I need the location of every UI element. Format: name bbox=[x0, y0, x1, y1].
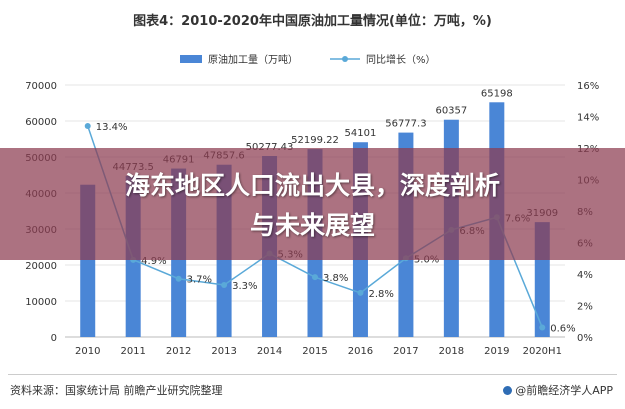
legend-line-marker bbox=[342, 56, 348, 62]
bar-value-label: 52199.22 bbox=[291, 135, 339, 146]
x-tick-label: 2020H1 bbox=[523, 346, 562, 357]
line-point bbox=[84, 122, 91, 129]
line-value-label: 0.6% bbox=[550, 324, 575, 335]
line-point bbox=[357, 289, 364, 296]
x-tick-label: 2019 bbox=[484, 346, 509, 357]
y-right-tick-label: 0% bbox=[577, 333, 593, 344]
line-point bbox=[221, 282, 228, 289]
x-tick-label: 2015 bbox=[302, 346, 327, 357]
x-tick-label: 2017 bbox=[393, 346, 418, 357]
y-right-tick-label: 14% bbox=[577, 113, 599, 124]
y-left-tick-label: 0 bbox=[51, 333, 57, 344]
x-tick-label: 2018 bbox=[439, 346, 464, 357]
line-value-label: 2.8% bbox=[368, 289, 393, 300]
x-tick-label: 2011 bbox=[120, 346, 145, 357]
line-point bbox=[312, 274, 318, 281]
bar-value-label: 50277.43 bbox=[246, 142, 294, 153]
y-left-tick-label: 20000 bbox=[25, 261, 57, 272]
line-value-label: 13.4% bbox=[96, 122, 128, 133]
y-right-tick-label: 16% bbox=[577, 81, 599, 92]
source-note: 资料来源：国家统计局 前瞻产业研究院整理 bbox=[10, 384, 223, 397]
banner-line-1: 海东地区人口流出大县，深度剖析 bbox=[124, 171, 500, 200]
brand-credit: @前瞻经济学人APP bbox=[503, 382, 613, 398]
banner-line-2: 与未来展望 bbox=[249, 211, 375, 240]
y-left-tick-label: 60000 bbox=[25, 117, 57, 128]
chart-title: 图表4：2010-2020年中国原油加工量情况(单位：万吨，%) bbox=[133, 14, 492, 29]
x-tick-label: 2013 bbox=[211, 346, 236, 357]
line-value-label: 3.3% bbox=[232, 281, 257, 292]
x-tick-label: 2012 bbox=[166, 346, 191, 357]
bar-value-label: 56777.3 bbox=[385, 119, 426, 130]
brand-text: @前瞻经济学人APP bbox=[515, 384, 613, 397]
line-value-label: 4.9% bbox=[141, 256, 166, 267]
y-right-tick-label: 4% bbox=[577, 270, 593, 281]
line-point bbox=[539, 324, 546, 331]
x-tick-label: 2010 bbox=[75, 346, 100, 357]
y-left-tick-label: 10000 bbox=[25, 297, 57, 308]
footer-divider bbox=[8, 374, 617, 375]
x-tick-label: 2016 bbox=[348, 346, 373, 357]
legend-line-label: 同比增长（%） bbox=[366, 53, 436, 66]
y-left-tick-label: 70000 bbox=[25, 81, 57, 92]
bar-value-label: 54101 bbox=[345, 128, 377, 139]
x-tick-label: 2014 bbox=[257, 346, 282, 357]
line-value-label: 3.8% bbox=[323, 273, 348, 284]
bar-value-label: 60357 bbox=[435, 106, 467, 117]
legend-bar-label: 原油加工量（万吨） bbox=[208, 53, 298, 66]
overlay-banner: 海东地区人口流出大县，深度剖析 与未来展望 bbox=[0, 148, 625, 260]
footer: 资料来源：国家统计局 前瞻产业研究院整理 @前瞻经济学人APP bbox=[0, 372, 625, 409]
line-point bbox=[175, 275, 182, 282]
legend-bar-swatch bbox=[180, 55, 202, 63]
brand-logo-icon bbox=[503, 386, 513, 395]
line-value-label: 3.7% bbox=[187, 275, 212, 286]
y-right-tick-label: 2% bbox=[577, 302, 593, 313]
bar-value-label: 65198 bbox=[481, 88, 513, 99]
